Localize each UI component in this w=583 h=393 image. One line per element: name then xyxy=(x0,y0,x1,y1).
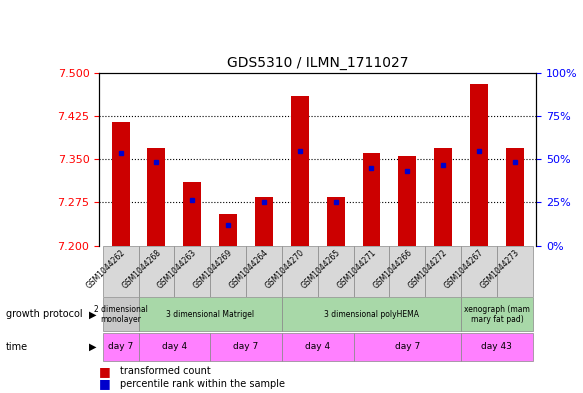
FancyBboxPatch shape xyxy=(425,246,461,297)
Text: day 4: day 4 xyxy=(162,342,187,351)
FancyBboxPatch shape xyxy=(103,332,139,361)
Text: day 4: day 4 xyxy=(305,342,331,351)
FancyBboxPatch shape xyxy=(389,246,425,297)
Bar xyxy=(112,122,129,246)
Text: 3 dimensional Matrigel: 3 dimensional Matrigel xyxy=(166,310,254,319)
FancyBboxPatch shape xyxy=(139,246,174,297)
Text: ▶: ▶ xyxy=(89,342,96,352)
Text: day 43: day 43 xyxy=(482,342,512,351)
Text: GSM1044270: GSM1044270 xyxy=(264,248,306,291)
Title: GDS5310 / ILMN_1711027: GDS5310 / ILMN_1711027 xyxy=(227,56,409,70)
FancyBboxPatch shape xyxy=(282,298,461,331)
Text: GSM1044262: GSM1044262 xyxy=(85,248,127,290)
Text: GSM1044264: GSM1044264 xyxy=(228,248,271,291)
FancyBboxPatch shape xyxy=(353,332,461,361)
Text: 2 dimensional
monolayer: 2 dimensional monolayer xyxy=(94,305,147,324)
Text: day 7: day 7 xyxy=(233,342,259,351)
FancyBboxPatch shape xyxy=(103,298,139,331)
Bar xyxy=(470,84,488,246)
Bar xyxy=(255,196,273,246)
FancyBboxPatch shape xyxy=(139,298,282,331)
Text: transformed count: transformed count xyxy=(120,366,210,376)
FancyBboxPatch shape xyxy=(174,246,210,297)
Text: GSM1044267: GSM1044267 xyxy=(443,248,486,291)
Text: GSM1044266: GSM1044266 xyxy=(371,248,414,291)
Bar xyxy=(434,148,452,246)
FancyBboxPatch shape xyxy=(282,246,318,297)
Text: GSM1044263: GSM1044263 xyxy=(156,248,199,291)
Bar xyxy=(326,196,345,246)
Text: growth protocol: growth protocol xyxy=(6,309,82,320)
Text: GSM1044268: GSM1044268 xyxy=(121,248,163,290)
FancyBboxPatch shape xyxy=(461,246,497,297)
Text: ■: ■ xyxy=(99,377,111,390)
FancyBboxPatch shape xyxy=(353,246,389,297)
Text: xenograph (mam
mary fat pad): xenograph (mam mary fat pad) xyxy=(464,305,530,324)
FancyBboxPatch shape xyxy=(318,246,353,297)
FancyBboxPatch shape xyxy=(103,246,139,297)
Text: ■: ■ xyxy=(99,365,111,378)
Bar xyxy=(363,153,381,246)
FancyBboxPatch shape xyxy=(461,298,533,331)
Text: time: time xyxy=(6,342,28,352)
Bar xyxy=(506,148,524,246)
FancyBboxPatch shape xyxy=(210,332,282,361)
Text: percentile rank within the sample: percentile rank within the sample xyxy=(120,378,285,389)
FancyBboxPatch shape xyxy=(210,246,246,297)
Text: day 7: day 7 xyxy=(395,342,420,351)
FancyBboxPatch shape xyxy=(461,332,533,361)
Bar xyxy=(147,148,166,246)
Text: GSM1044265: GSM1044265 xyxy=(300,248,342,291)
Text: GSM1044272: GSM1044272 xyxy=(407,248,449,290)
Text: GSM1044269: GSM1044269 xyxy=(192,248,234,291)
Text: 3 dimensional polyHEMA: 3 dimensional polyHEMA xyxy=(324,310,419,319)
Text: GSM1044271: GSM1044271 xyxy=(335,248,378,290)
Text: ▶: ▶ xyxy=(89,309,96,320)
Text: day 7: day 7 xyxy=(108,342,134,351)
Bar xyxy=(398,156,416,246)
Bar xyxy=(219,214,237,246)
FancyBboxPatch shape xyxy=(282,332,353,361)
FancyBboxPatch shape xyxy=(139,332,210,361)
FancyBboxPatch shape xyxy=(497,246,533,297)
FancyBboxPatch shape xyxy=(246,246,282,297)
Text: GSM1044273: GSM1044273 xyxy=(479,248,521,291)
Bar xyxy=(291,96,309,246)
Bar xyxy=(183,182,201,246)
